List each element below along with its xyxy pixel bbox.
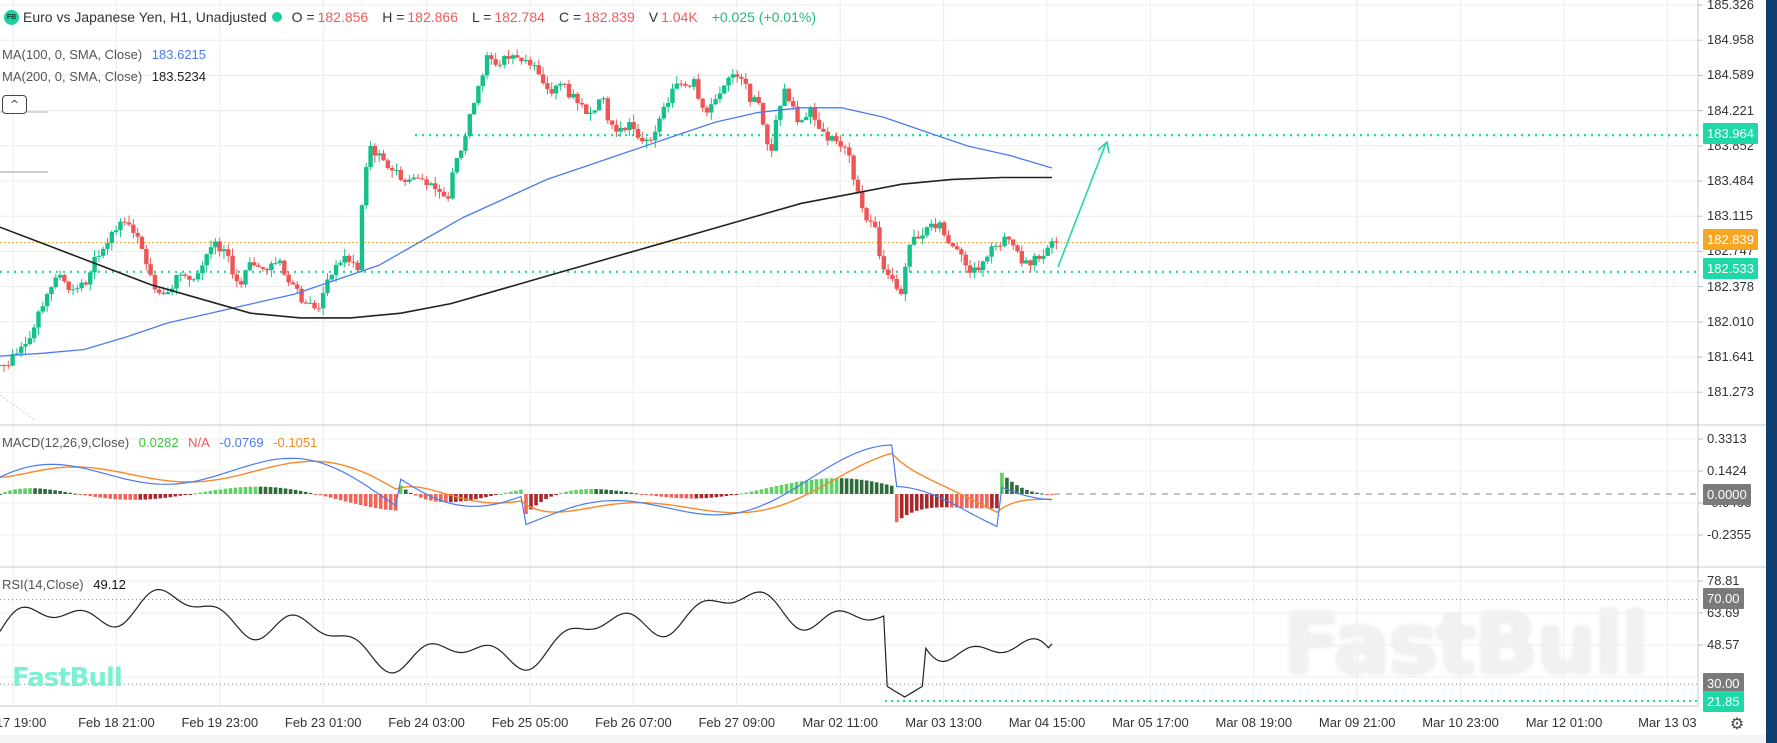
ma100-value: 183.6215 xyxy=(151,47,207,62)
time-tick: Feb 18 21:00 xyxy=(78,715,155,730)
time-tick: Mar 12 01:00 xyxy=(1525,715,1603,730)
macd-na-value: N/A xyxy=(188,435,210,450)
macd-tick: 0.1424 xyxy=(1707,463,1747,478)
price-change: +0.025 (+0.01%) xyxy=(711,9,816,25)
time-tick: Mar 02 11:00 xyxy=(802,715,879,730)
price-tick: 183.484 xyxy=(1707,173,1754,188)
rsi-level-tag: 21.85 xyxy=(1703,691,1744,712)
open-label: O = xyxy=(291,9,315,25)
time-tick: Feb 27 09:00 xyxy=(698,715,776,730)
ma100-legend[interactable]: MA(100, 0, SMA, Close) 183.6215 xyxy=(2,47,212,62)
low-label: L = xyxy=(472,9,492,25)
macd-hist-value: 0.0282 xyxy=(138,435,179,450)
close-label: C = xyxy=(558,9,582,25)
window-edge xyxy=(1766,0,1777,743)
symbol-title[interactable]: Euro vs Japanese Yen, H1, Unadjusted xyxy=(23,9,267,25)
rsi-value: 49.12 xyxy=(93,577,126,592)
time-tick: Feb 25 05:00 xyxy=(491,715,569,730)
time-tick: Feb 23 01:00 xyxy=(284,715,362,730)
time-tick: Mar 10 23:00 xyxy=(1422,715,1499,730)
settings-gear-icon[interactable]: ⚙ xyxy=(1729,713,1745,733)
time-tick: Mar 04 15:00 xyxy=(1008,715,1086,730)
macd-legend[interactable]: MACD(12,26,9,Close) 0.0282 N/A -0.0769 -… xyxy=(2,435,323,450)
fastbull-logo: FastBull xyxy=(12,663,123,693)
level-tag-lower: 182.533 xyxy=(1703,258,1758,279)
level-tag-upper: 183.964 xyxy=(1703,123,1758,144)
time-tick: Mar 08 19:00 xyxy=(1215,715,1293,730)
time-tick: Feb 26 07:00 xyxy=(595,715,672,730)
market-status-dot-icon xyxy=(271,12,282,22)
ma200-label: MA(200, 0, SMA, Close) xyxy=(2,69,143,84)
macd-label: MACD(12,26,9,Close) xyxy=(2,435,130,450)
volume-value: 1.04K xyxy=(661,9,698,25)
price-tick: 183.115 xyxy=(1707,208,1754,224)
rsi-legend[interactable]: RSI(14,Close) 49.12 xyxy=(2,577,132,592)
rsi-30-tag: 30.00 xyxy=(1703,673,1744,694)
broker-logo-icon: FB xyxy=(4,9,19,25)
time-tick: Mar 09 21:00 xyxy=(1318,715,1396,730)
last-price-tag: 182.839 xyxy=(1703,229,1758,250)
watermark: FastBull xyxy=(1283,595,1650,693)
time-tick: Feb 24 03:00 xyxy=(388,715,465,730)
ma200-value: 183.5234 xyxy=(151,69,207,84)
time-tick: Mar 03 13:00 xyxy=(905,715,982,730)
rsi-tick: 48.57 xyxy=(1707,637,1740,652)
price-tick: 181.273 xyxy=(1707,384,1754,400)
chevron-up-icon: ^ xyxy=(9,98,20,111)
macd-line-value: -0.0769 xyxy=(219,435,264,450)
price-tick: 181.641 xyxy=(1707,349,1754,364)
high-label: H = xyxy=(382,9,405,25)
bottom-bar xyxy=(0,735,1766,743)
time-tick: Mar 05 17:00 xyxy=(1112,715,1189,730)
rsi-tick: 78.81 xyxy=(1707,573,1740,588)
rsi-70-tag: 70.00 xyxy=(1703,588,1744,609)
macd-zero-tag: 0.0000 xyxy=(1703,484,1751,505)
time-tick: Feb 19 23:00 xyxy=(181,715,259,730)
time-tick: 17 19:00 xyxy=(0,715,47,730)
rsi-label: RSI(14,Close) xyxy=(2,577,84,592)
close-value: 182.839 xyxy=(584,9,635,25)
price-tick: 182.010 xyxy=(1707,313,1754,329)
price-tick: 185.326 xyxy=(1707,0,1754,12)
collapse-legend-button[interactable]: ^ xyxy=(2,95,27,114)
high-value: 182.866 xyxy=(407,9,458,25)
time-tick: Mar 13 03 xyxy=(1638,715,1697,730)
price-tick: 182.378 xyxy=(1707,278,1754,294)
price-tick: 184.221 xyxy=(1707,102,1754,118)
macd-tick: 0.3313 xyxy=(1707,431,1747,446)
ma200-legend[interactable]: MA(200, 0, SMA, Close) 183.5234 xyxy=(2,69,212,84)
macd-signal-value: -0.1051 xyxy=(273,435,318,450)
price-tick: 184.958 xyxy=(1707,32,1754,48)
symbol-header: FB Euro vs Japanese Yen, H1, Unadjusted … xyxy=(4,6,816,28)
macd-tick: -0.2355 xyxy=(1707,527,1752,542)
volume-label: V xyxy=(648,9,659,25)
price-tick: 184.589 xyxy=(1707,67,1754,83)
ma100-label: MA(100, 0, SMA, Close) xyxy=(2,47,143,62)
open-value: 182.856 xyxy=(317,9,369,25)
low-value: 182.784 xyxy=(494,9,545,25)
